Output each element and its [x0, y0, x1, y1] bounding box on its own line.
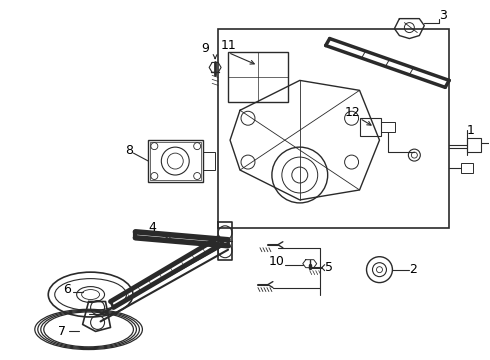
- Text: 11: 11: [220, 39, 236, 52]
- Bar: [228, 53, 288, 102]
- Bar: [203, 152, 215, 170]
- Bar: [150, 142, 201, 180]
- Text: 2: 2: [409, 263, 417, 276]
- Text: 7: 7: [58, 325, 66, 338]
- Bar: [467, 138, 481, 152]
- Text: 1: 1: [467, 124, 475, 137]
- Bar: [148, 140, 203, 182]
- Text: 9: 9: [201, 42, 209, 55]
- Text: 5: 5: [325, 261, 333, 274]
- Bar: [218, 28, 449, 228]
- Text: 10: 10: [269, 255, 285, 268]
- Text: 4: 4: [148, 221, 156, 234]
- Bar: [461, 163, 473, 173]
- Bar: [382, 122, 395, 132]
- Bar: [360, 118, 382, 136]
- Text: 8: 8: [125, 144, 133, 157]
- Text: 6: 6: [63, 283, 71, 296]
- Text: 12: 12: [344, 106, 360, 119]
- Text: 3: 3: [439, 9, 447, 22]
